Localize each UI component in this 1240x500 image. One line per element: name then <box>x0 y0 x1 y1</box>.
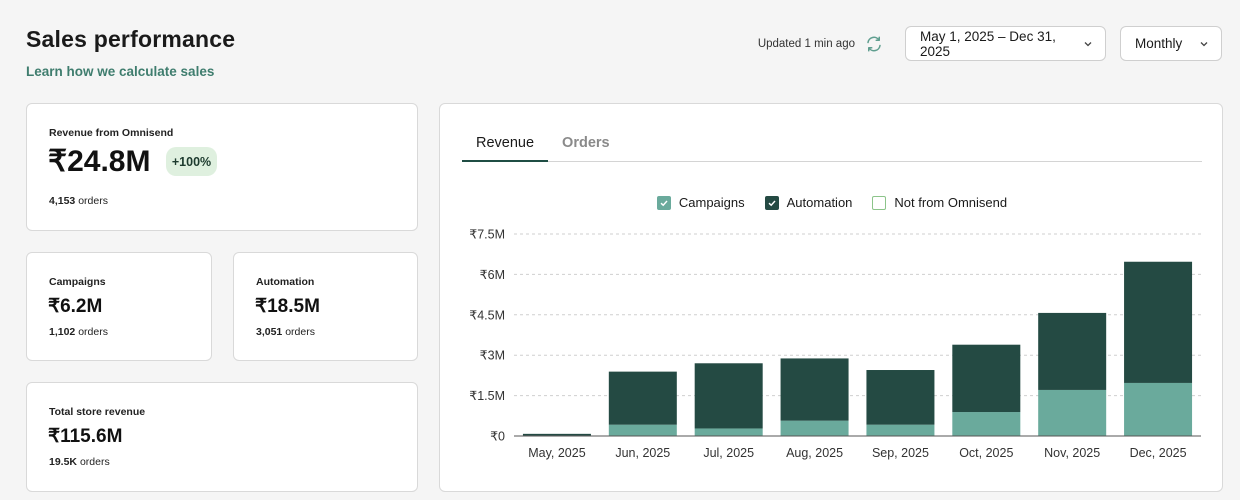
learn-calc-link[interactable]: Learn how we calculate sales <box>26 64 215 79</box>
bar-automation <box>1038 312 1107 390</box>
revenue-card: Revenue from Omnisend ₹24.8M +100% 4,153… <box>26 103 418 231</box>
chart-legend: Campaigns Automation Not from Omnisend <box>440 195 1224 210</box>
total-store-card: Total store revenue ₹115.6M 19.5K orders <box>26 382 418 492</box>
automation-value: ₹18.5M <box>255 296 320 317</box>
date-range-value: May 1, 2025 – Dec 31, 2025 <box>920 28 1056 59</box>
automation-orders: 3,051 orders <box>256 326 315 338</box>
x-tick-label: May, 2025 <box>528 446 585 460</box>
bar-automation <box>522 433 591 436</box>
x-tick-label: Oct, 2025 <box>959 446 1013 460</box>
check-icon[interactable] <box>764 195 779 210</box>
legend-label: Automation <box>786 195 853 210</box>
bar-campaigns <box>780 420 849 436</box>
total-value: ₹115.6M <box>48 426 123 447</box>
growth-badge: +100% <box>166 147 217 176</box>
chart-card: Revenue Orders Campaigns Automation Not … <box>439 103 1223 492</box>
bar-campaigns <box>866 424 935 436</box>
orders-count: 4,153 <box>49 195 76 207</box>
y-tick-label: ₹3M <box>480 349 505 363</box>
tab-revenue[interactable]: Revenue <box>462 128 549 162</box>
y-tick-label: ₹6M <box>480 268 505 282</box>
orders-word: orders <box>79 456 110 468</box>
revenue-value: ₹24.8M <box>48 145 151 178</box>
chevron-down-icon <box>1199 39 1209 49</box>
bar-campaigns <box>1038 389 1107 436</box>
x-tick-label: Nov, 2025 <box>1044 446 1100 460</box>
total-orders: 19.5K orders <box>49 456 110 468</box>
updated-status: Updated 1 min ago <box>757 37 855 50</box>
orders-count: 3,051 <box>256 326 283 338</box>
bar-automation <box>608 371 677 425</box>
bar-automation <box>952 344 1021 413</box>
automation-card: Automation ₹18.5M 3,051 orders <box>233 252 418 361</box>
x-tick-label: Dec, 2025 <box>1130 446 1187 460</box>
bar-campaigns <box>608 424 677 436</box>
legend-label: Not from Omnisend <box>894 195 1008 210</box>
page-title: Sales performance <box>26 26 236 52</box>
checkbox-empty-icon[interactable] <box>872 195 887 210</box>
bar-automation <box>780 358 849 421</box>
bar-automation <box>1124 261 1193 383</box>
chart-tabs: Revenue Orders <box>462 128 1202 162</box>
legend-not-from-omnisend[interactable]: Not from Omnisend <box>872 195 1007 210</box>
y-tick-label: ₹7.5M <box>469 228 505 242</box>
x-tick-label: Sep, 2025 <box>872 446 929 460</box>
tab-orders[interactable]: Orders <box>562 135 610 151</box>
bar-campaigns <box>952 412 1021 436</box>
campaigns-label: Campaigns <box>49 276 106 288</box>
y-tick-label: ₹1.5M <box>469 389 505 403</box>
legend-label: Campaigns <box>678 195 745 210</box>
y-tick-label: ₹0 <box>490 430 505 444</box>
period-dropdown[interactable]: Monthly <box>1120 26 1222 61</box>
x-tick-label: Aug, 2025 <box>786 446 843 460</box>
orders-word: orders <box>285 326 315 338</box>
date-range-dropdown[interactable]: May 1, 2025 – Dec 31, 2025 <box>905 26 1106 61</box>
campaigns-orders: 1,102 orders <box>49 326 108 338</box>
orders-word: orders <box>78 326 108 338</box>
orders-count: 1,102 <box>49 326 76 338</box>
legend-campaigns[interactable]: Campaigns <box>656 195 745 210</box>
x-tick-label: Jun, 2025 <box>615 446 670 460</box>
header-controls: Updated 1 min ago May 1, 2025 – Dec 31, … <box>758 26 1222 61</box>
bar-automation <box>866 370 935 425</box>
revenue-chart: ₹0 ₹1.5M ₹3M ₹4.5M ₹6M ₹7.5M May, 2025 Jun, 202… <box>469 228 1201 460</box>
legend-automation[interactable]: Automation <box>764 195 853 210</box>
orders-word: orders <box>78 195 108 207</box>
bar-campaigns <box>694 428 763 436</box>
revenue-orders: 4,153 orders <box>49 195 108 207</box>
period-value: Monthly <box>1135 36 1183 51</box>
chevron-down-icon <box>1083 39 1093 49</box>
revenue-label: Revenue from Omnisend <box>49 127 174 139</box>
check-icon[interactable] <box>656 195 671 210</box>
orders-count: 19.5K <box>49 456 78 468</box>
total-label: Total store revenue <box>49 406 146 418</box>
bar-campaigns <box>1124 382 1193 436</box>
automation-label: Automation <box>256 276 315 288</box>
campaigns-card: Campaigns ₹6.2M 1,102 orders <box>26 252 212 361</box>
campaigns-value: ₹6.2M <box>48 296 103 317</box>
x-tick-label: Jul, 2025 <box>703 446 754 460</box>
refresh-icon[interactable] <box>865 35 883 53</box>
y-tick-label: ₹4.5M <box>469 308 505 322</box>
bar-automation <box>694 363 763 429</box>
